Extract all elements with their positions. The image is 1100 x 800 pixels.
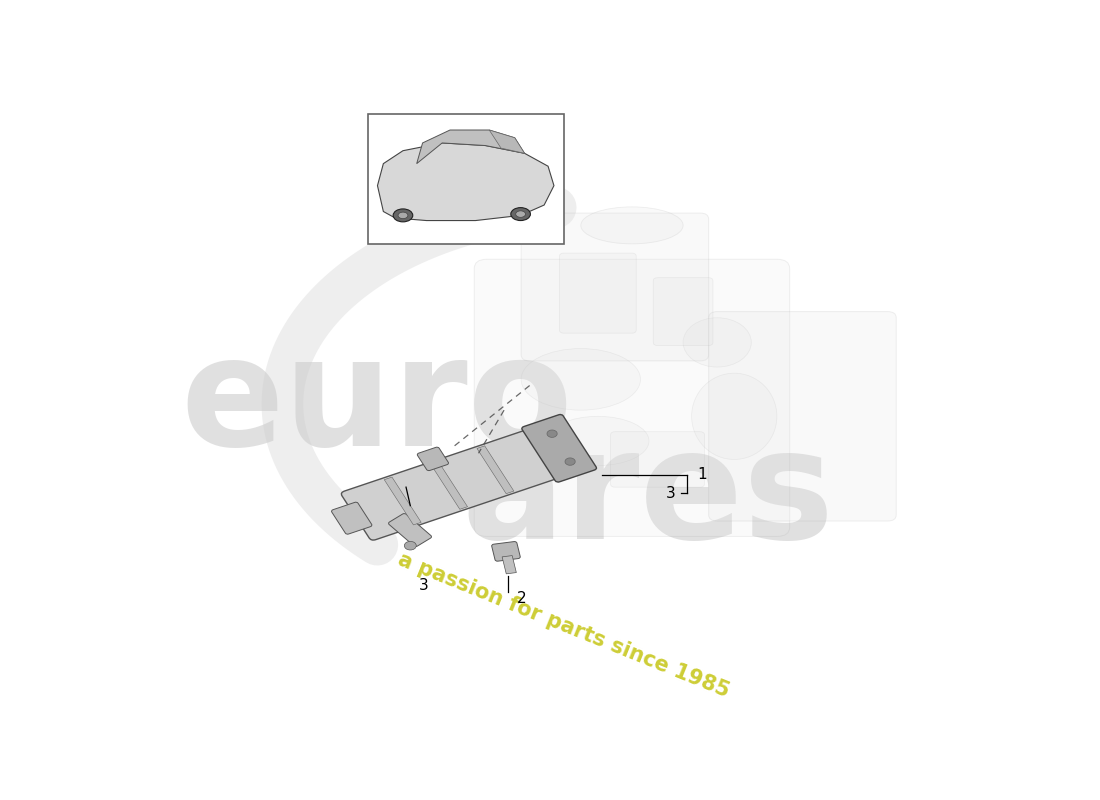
Ellipse shape <box>516 211 526 218</box>
FancyBboxPatch shape <box>331 502 372 534</box>
Circle shape <box>405 542 416 550</box>
Bar <box>367 114 563 244</box>
Text: euro: euro <box>180 330 573 478</box>
Ellipse shape <box>393 209 412 222</box>
Ellipse shape <box>521 349 640 410</box>
Bar <box>477 446 514 494</box>
Ellipse shape <box>581 207 683 244</box>
FancyBboxPatch shape <box>610 432 704 487</box>
Text: a passion for parts since 1985: a passion for parts since 1985 <box>395 550 733 702</box>
FancyBboxPatch shape <box>341 428 564 540</box>
Text: 1: 1 <box>697 467 707 482</box>
FancyBboxPatch shape <box>560 253 636 333</box>
Circle shape <box>547 430 558 438</box>
Text: 2: 2 <box>517 590 527 606</box>
Circle shape <box>565 458 575 466</box>
Bar <box>502 555 516 574</box>
Bar <box>384 477 421 525</box>
Text: ares: ares <box>462 422 835 571</box>
FancyBboxPatch shape <box>708 311 896 521</box>
FancyBboxPatch shape <box>474 259 790 537</box>
FancyBboxPatch shape <box>388 514 431 546</box>
FancyBboxPatch shape <box>521 213 708 361</box>
Text: 3: 3 <box>419 578 429 594</box>
Polygon shape <box>377 143 554 221</box>
Text: 3: 3 <box>666 486 675 501</box>
FancyBboxPatch shape <box>492 542 520 561</box>
Polygon shape <box>417 130 525 164</box>
FancyBboxPatch shape <box>417 447 449 470</box>
Ellipse shape <box>547 416 649 466</box>
Ellipse shape <box>692 373 777 459</box>
Ellipse shape <box>683 318 751 367</box>
Ellipse shape <box>510 208 530 221</box>
FancyBboxPatch shape <box>653 278 713 346</box>
Ellipse shape <box>398 212 408 218</box>
Bar <box>430 462 468 510</box>
FancyBboxPatch shape <box>521 414 596 482</box>
Polygon shape <box>490 130 525 154</box>
